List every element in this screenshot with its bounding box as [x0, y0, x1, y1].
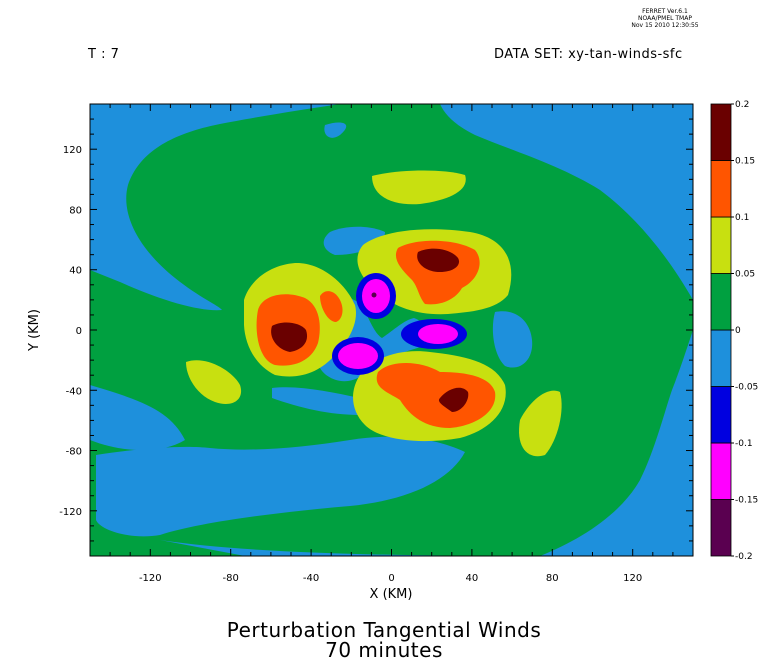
plot-title: Perturbation Tangential Winds: [226, 618, 542, 642]
dataset-label: DATA SET: xy-tan-winds-sfc: [494, 47, 683, 62]
band-0.1-to-0.15-regions: [256, 240, 496, 428]
x-axis-label: X (KM): [370, 587, 413, 602]
colorbar-label: -0.05: [735, 383, 758, 393]
colorbar-swatch: [710, 499, 732, 557]
x-tick-label: 0: [388, 573, 394, 584]
ferret-stamp: FERRET Ver.6.1 NOAA/PMEL TMAP Nov 15 201…: [630, 8, 700, 29]
colorbar-swatch: [710, 273, 732, 331]
colorbar-swatch: [710, 160, 732, 218]
time-label: T : 7: [88, 47, 120, 62]
y-tick-label: 120: [63, 145, 82, 156]
x-tick-label: -80: [223, 573, 239, 584]
x-tick-label: 40: [466, 573, 479, 584]
x-axis-ticks: -120 -80 -40 0 40 80 120: [109, 104, 674, 584]
y-tick-label: 80: [69, 205, 82, 216]
y-axis-ticks: -120 -80 -40 0 40 80 120: [59, 118, 693, 542]
y-tick-label: 40: [69, 266, 82, 277]
colorbar-label: -0.15: [735, 496, 758, 506]
y-tick-label: 0: [76, 326, 82, 337]
y-axis-label: Y (KM): [27, 309, 42, 352]
band-0.15-to-0.2-regions: [271, 248, 469, 412]
colorbar-swatch: [710, 442, 732, 500]
x-tick-label: -120: [139, 573, 162, 584]
y-tick-label: -120: [59, 507, 82, 518]
colorbar-swatch: [710, 386, 732, 444]
colorbar-label: 0: [735, 326, 741, 336]
y-tick-label: -80: [66, 447, 82, 458]
stamp-org: NOAA/PMEL TMAP: [638, 15, 692, 22]
y-tick-label: -40: [66, 386, 82, 397]
colorbar-swatch: [710, 103, 732, 161]
colorbar-label: -0.2: [735, 552, 753, 562]
plot-subtitle: 70 minutes: [325, 638, 443, 662]
colorbar-label: 0.2: [735, 100, 749, 110]
x-tick-label: -40: [303, 573, 319, 584]
colorbar-label: 0.1: [735, 213, 749, 223]
colorbar-swatch: [710, 329, 732, 387]
colorbar-label: 0.15: [735, 157, 755, 167]
stamp-date: Nov 15 2010 12:30:55: [631, 22, 699, 29]
stamp-version: FERRET Ver.6.1: [642, 8, 688, 15]
colorbar-swatch: [710, 216, 732, 274]
x-tick-label: 120: [623, 573, 642, 584]
colorbar: -0.2 -0.15 -0.1 -0.05 0 0.05 0.1 0.15 0.2: [710, 100, 758, 562]
x-tick-label: 80: [546, 573, 559, 584]
contour-field: [90, 104, 693, 556]
colorbar-label: -0.1: [735, 439, 753, 449]
band-neg0.2-to-neg0.15-region: [371, 292, 377, 298]
band-neg0.15-to-neg0.1-regions: [338, 279, 458, 369]
colorbar-label: 0.05: [735, 270, 755, 280]
